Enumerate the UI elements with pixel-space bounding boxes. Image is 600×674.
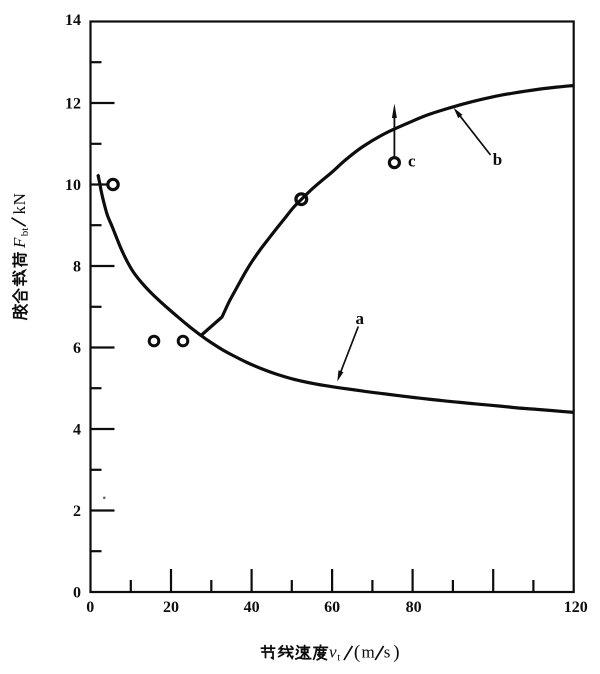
svg-text:0: 0	[86, 599, 94, 616]
svg-text:4: 4	[73, 422, 81, 439]
svg-text:80: 80	[406, 599, 422, 616]
svg-text:120: 120	[564, 599, 588, 616]
svg-text:2: 2	[73, 503, 81, 520]
svg-text:14: 14	[65, 12, 81, 29]
svg-text:k: k	[10, 206, 29, 215]
svg-text:bt: bt	[19, 228, 31, 237]
svg-text:N: N	[10, 193, 29, 205]
svg-text:a: a	[356, 309, 365, 328]
svg-text:40: 40	[244, 599, 260, 616]
svg-text:m: m	[362, 642, 375, 661]
svg-text:v: v	[329, 642, 337, 661]
svg-text:b: b	[493, 150, 502, 169]
svg-text:(: (	[354, 642, 360, 663]
svg-text:6: 6	[73, 340, 81, 357]
svg-text:F: F	[10, 237, 29, 249]
svg-text:20: 20	[163, 599, 179, 616]
svg-text:8: 8	[73, 259, 81, 276]
svg-text:s: s	[384, 642, 391, 661]
svg-text:60: 60	[324, 599, 340, 616]
svg-text:0: 0	[73, 585, 81, 602]
svg-text:): )	[393, 642, 399, 663]
svg-text:12: 12	[65, 96, 81, 113]
svg-text:t: t	[337, 651, 340, 663]
svg-text:10: 10	[65, 177, 81, 194]
svg-text:c: c	[408, 152, 416, 171]
